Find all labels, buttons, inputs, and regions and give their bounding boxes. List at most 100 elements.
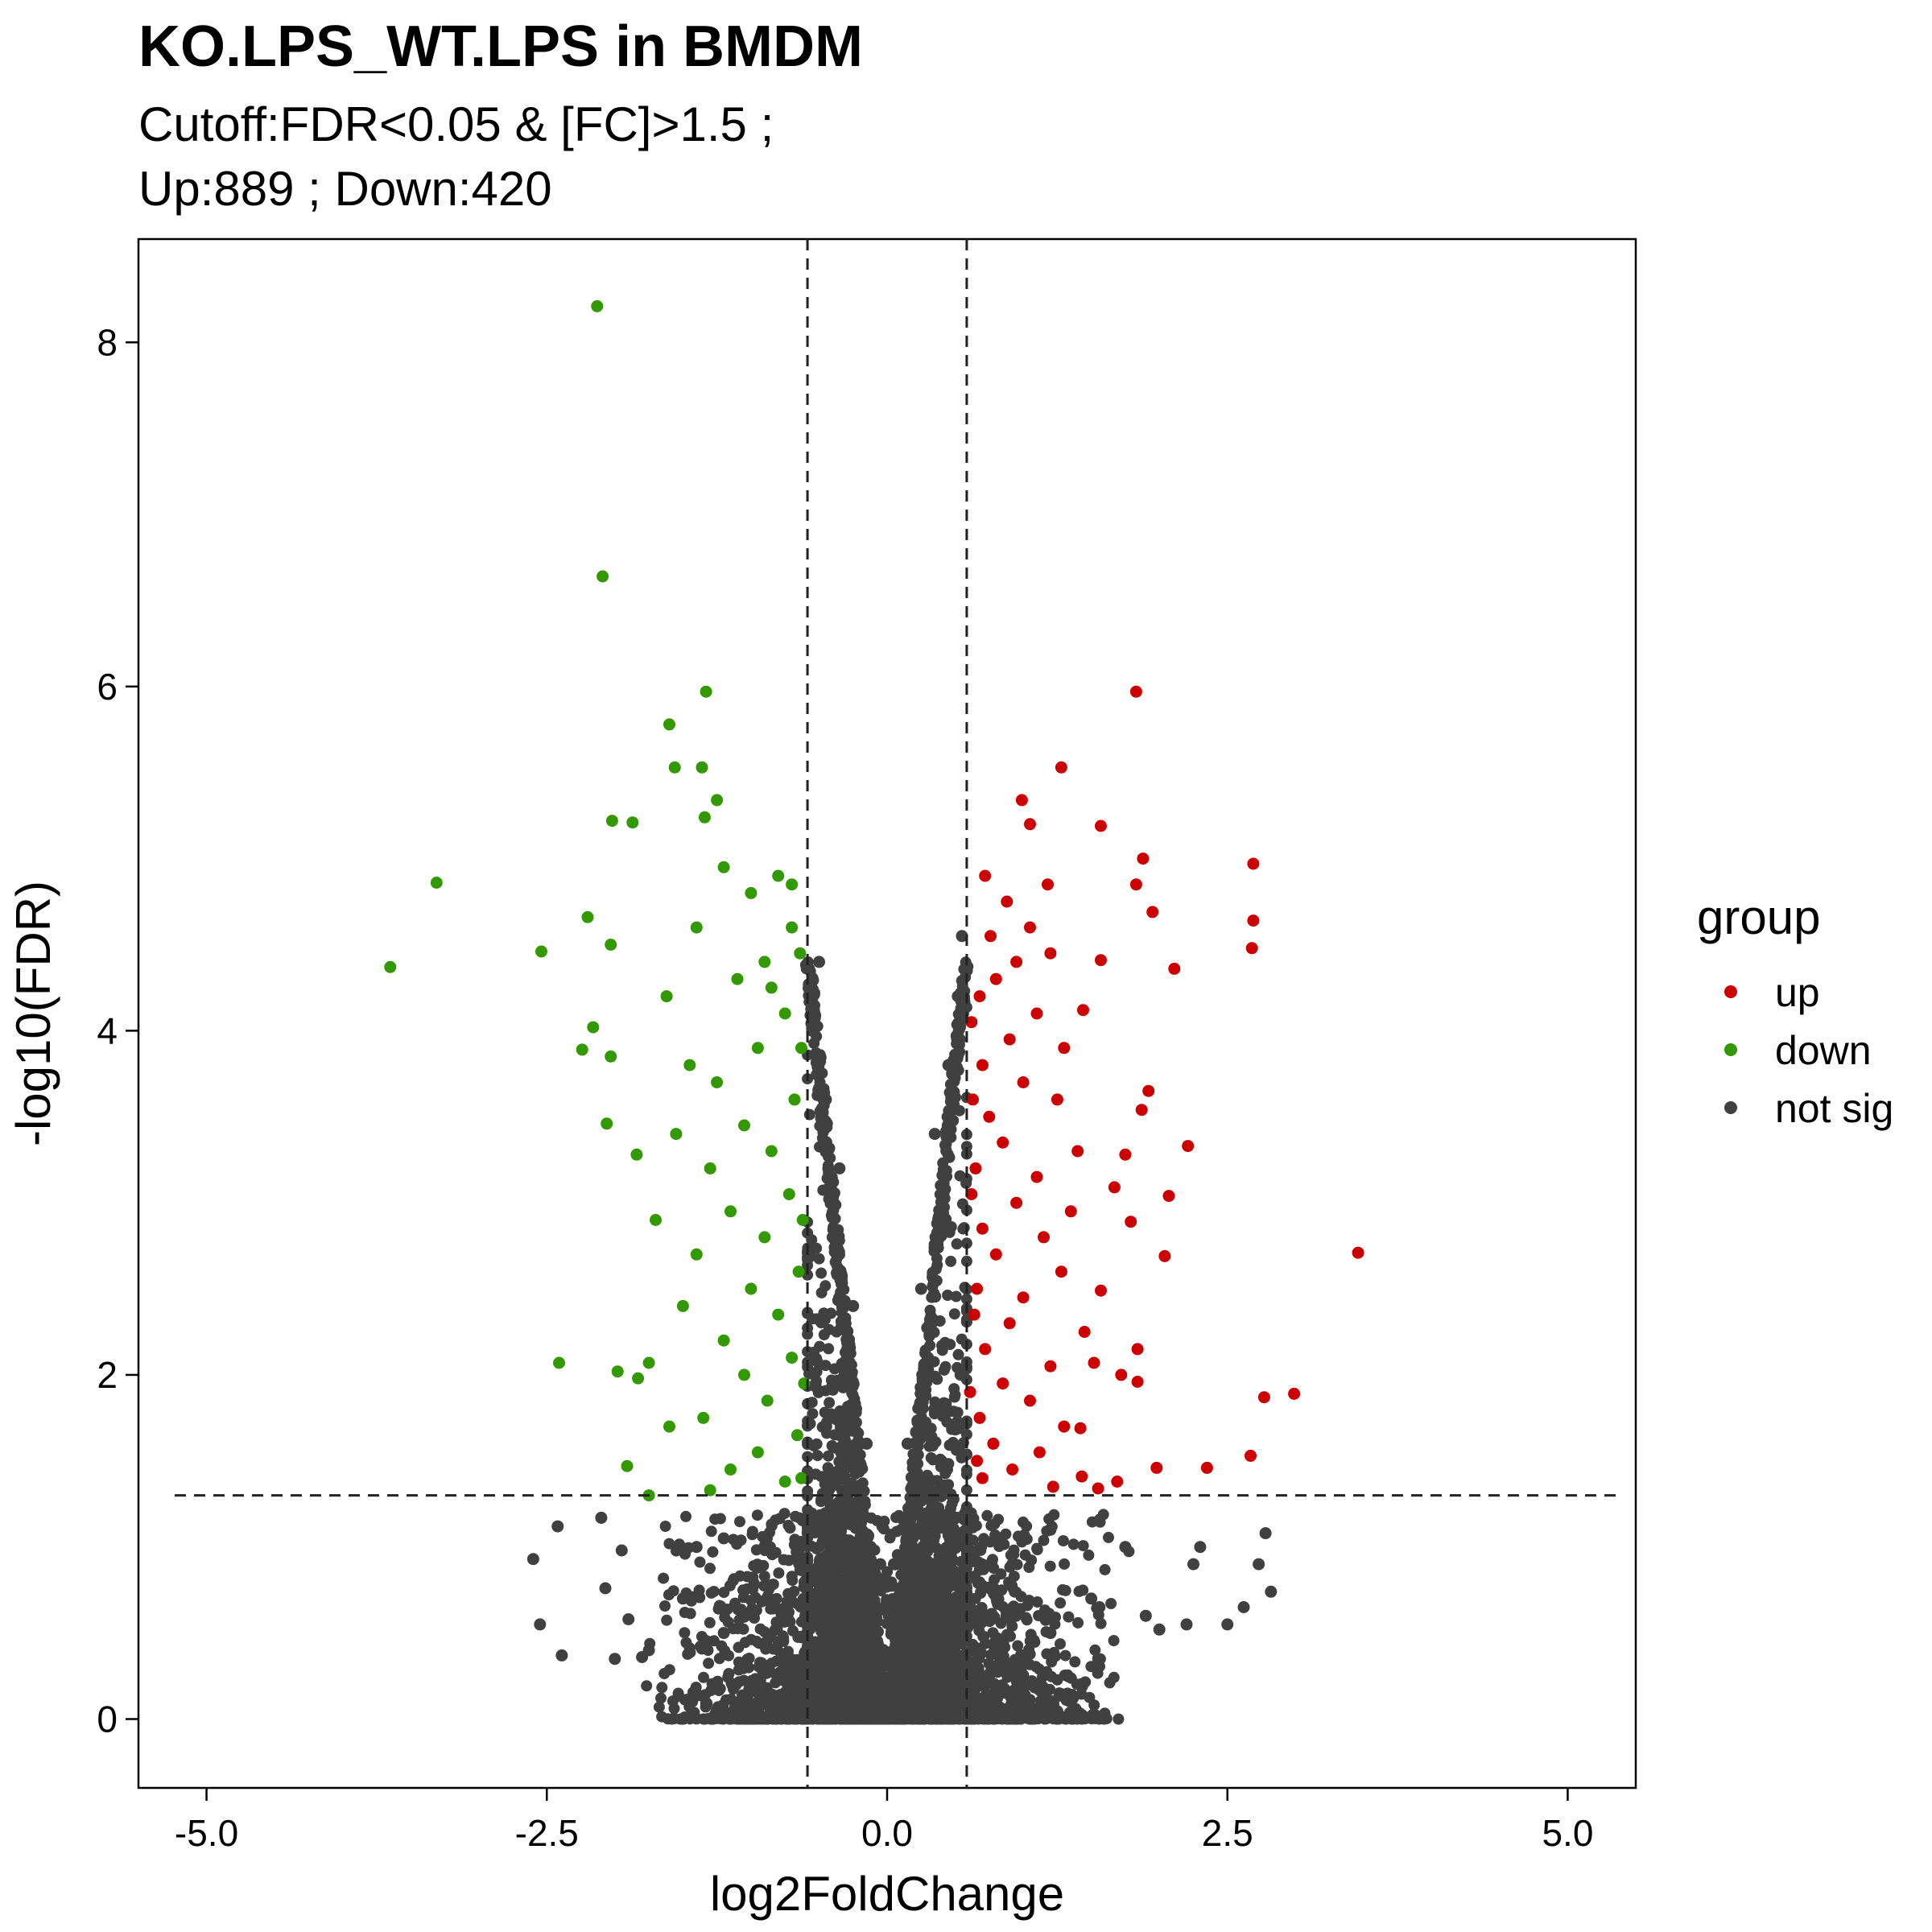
not-sig-point bbox=[978, 1533, 989, 1545]
not-sig-point bbox=[1063, 1611, 1075, 1623]
not-sig-point bbox=[802, 1269, 814, 1281]
not-sig-point bbox=[811, 1352, 823, 1364]
chart-title: KO.LPS_WT.LPS in BMDM bbox=[138, 14, 863, 79]
not-sig-point bbox=[758, 1571, 770, 1583]
not-sig-point bbox=[1104, 1677, 1116, 1689]
not-sig-point bbox=[702, 1645, 714, 1656]
not-sig-point bbox=[1039, 1604, 1051, 1616]
not-sig-point bbox=[746, 1525, 758, 1538]
not-sig-point bbox=[1034, 1663, 1045, 1675]
not-sig-point bbox=[942, 1530, 954, 1542]
not-sig-point bbox=[946, 1497, 958, 1509]
points-layer bbox=[384, 299, 1364, 1725]
not-sig-point bbox=[835, 1466, 847, 1477]
not-sig-point bbox=[1043, 1513, 1055, 1525]
not-sig-point bbox=[1045, 1695, 1057, 1707]
not-sig-point bbox=[792, 1631, 804, 1643]
not-sig-point bbox=[655, 1692, 667, 1704]
not-sig-point bbox=[818, 1307, 830, 1319]
not-sig-point bbox=[951, 1238, 963, 1250]
not-sig-point bbox=[936, 1344, 948, 1356]
not-sig-point bbox=[641, 1680, 653, 1692]
not-sig-point bbox=[981, 1509, 993, 1521]
not-sig-point bbox=[732, 1623, 744, 1635]
not-sig-point bbox=[1049, 1650, 1061, 1662]
not-sig-point bbox=[823, 1450, 834, 1462]
not-sig-point bbox=[822, 1462, 834, 1474]
not-sig-point bbox=[1072, 1616, 1084, 1629]
not-sig-point bbox=[1057, 1535, 1069, 1546]
not-sig-point bbox=[952, 1415, 964, 1427]
not-sig-point bbox=[945, 1255, 957, 1267]
not-sig-point bbox=[818, 1329, 830, 1340]
not-sig-point bbox=[945, 1221, 957, 1232]
not-sig-point bbox=[663, 1664, 675, 1676]
not-sig-point bbox=[659, 1600, 671, 1612]
not-sig-point bbox=[960, 1255, 972, 1267]
not-sig-point bbox=[661, 1614, 673, 1626]
not-sig-point bbox=[832, 1593, 844, 1604]
not-sig-point bbox=[1099, 1563, 1111, 1575]
not-sig-point bbox=[960, 1293, 972, 1305]
not-sig-point bbox=[960, 1173, 972, 1185]
not-sig-point bbox=[943, 1479, 955, 1491]
not-sig-point bbox=[811, 1242, 823, 1254]
not-sig-point bbox=[815, 1286, 828, 1298]
chart-subtitle-line-2: Up:889 ; Down:420 bbox=[138, 162, 552, 216]
not-sig-point bbox=[802, 1328, 814, 1340]
not-sig-point bbox=[815, 1317, 828, 1329]
not-sig-point bbox=[943, 1439, 956, 1451]
not-sig-point bbox=[884, 1532, 896, 1544]
not-sig-point bbox=[948, 1308, 960, 1320]
not-sig-point bbox=[659, 1521, 671, 1532]
not-sig-point bbox=[1020, 1612, 1032, 1624]
not-sig-point bbox=[1103, 1531, 1114, 1543]
not-sig-point bbox=[929, 1396, 941, 1408]
not-sig-point bbox=[960, 1484, 972, 1496]
not-sig-point bbox=[1059, 1584, 1071, 1596]
not-sig-point bbox=[803, 1368, 815, 1380]
not-sig-point bbox=[734, 1516, 745, 1528]
not-sig-point bbox=[698, 1671, 709, 1683]
not-sig-point bbox=[653, 1701, 665, 1713]
not-sig-point bbox=[694, 1556, 706, 1568]
not-sig-point bbox=[942, 1290, 954, 1301]
not-sig-point bbox=[925, 1452, 937, 1463]
not-sig-point bbox=[943, 1458, 955, 1470]
not-sig-point bbox=[751, 1509, 763, 1521]
not-sig-point bbox=[825, 1408, 837, 1420]
not-sig-point bbox=[807, 1408, 819, 1420]
not-sig-point bbox=[838, 1437, 850, 1448]
not-sig-point bbox=[842, 1491, 854, 1502]
not-sig-point bbox=[956, 1449, 968, 1461]
not-sig-point bbox=[816, 1488, 828, 1500]
not-sig-point bbox=[743, 1662, 755, 1674]
not-sig-point bbox=[950, 1290, 962, 1302]
not-sig-point bbox=[663, 1538, 675, 1550]
not-sig-point bbox=[833, 1455, 845, 1468]
not-sig-point bbox=[1067, 1538, 1080, 1550]
not-sig-point bbox=[786, 1575, 799, 1587]
not-sig-point bbox=[831, 1326, 843, 1338]
not-sig-point bbox=[1021, 1520, 1033, 1532]
not-sig-point bbox=[1095, 1617, 1107, 1629]
not-sig-point bbox=[1038, 1534, 1050, 1546]
not-sig-point bbox=[1023, 1644, 1035, 1656]
not-sig-point bbox=[803, 1108, 815, 1121]
not-sig-point bbox=[934, 1484, 946, 1496]
not-sig-point bbox=[947, 1406, 960, 1418]
not-sig-point bbox=[952, 1348, 964, 1360]
not-sig-point bbox=[941, 1416, 953, 1428]
not-sig-point bbox=[960, 1464, 972, 1476]
not-sig-point bbox=[843, 1504, 855, 1516]
not-sig-point bbox=[1041, 1648, 1053, 1660]
not-sig-point bbox=[810, 1377, 822, 1389]
not-sig-point bbox=[824, 1616, 836, 1628]
not-sig-point bbox=[806, 1397, 818, 1409]
plot-panel bbox=[137, 237, 1637, 1790]
not-sig-point bbox=[931, 1373, 943, 1385]
not-sig-point bbox=[824, 1397, 836, 1409]
not-sig-point bbox=[1062, 1669, 1074, 1681]
not-sig-point bbox=[707, 1546, 719, 1558]
